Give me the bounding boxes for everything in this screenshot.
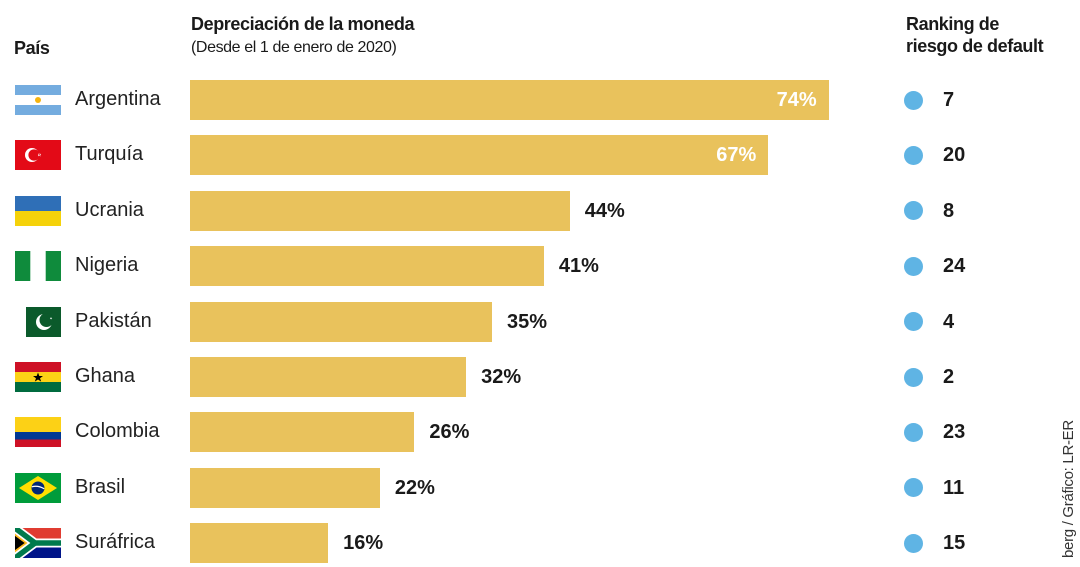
bar (190, 412, 415, 453)
value-label: 32% (481, 366, 522, 388)
country-label: Brasil (75, 475, 126, 498)
ranking-value: 2 (943, 366, 955, 388)
ranking-value: 23 (943, 421, 966, 444)
ranking-value: 15 (943, 532, 966, 555)
ranking-dot (904, 145, 923, 165)
ranking-value: 20 (943, 144, 966, 167)
value-label: 44% (584, 199, 625, 222)
pakistan-flag-icon (15, 306, 61, 337)
bar (190, 246, 544, 287)
ranking-dot (904, 90, 923, 110)
argentina-flag-icon (15, 85, 61, 115)
ranking-dot (904, 312, 923, 332)
ranking-dot (904, 533, 923, 553)
bar (190, 523, 329, 564)
country-label: Turquía (75, 143, 144, 166)
country-label: Ucrania (75, 198, 144, 221)
ranking-dot (904, 422, 923, 442)
brazil-flag-icon (15, 472, 61, 503)
country-label: Argentina (75, 88, 161, 110)
ranking-header-line2: riesgo de default (906, 36, 1044, 56)
ranking-value: 8 (943, 199, 955, 222)
value-label: 41% (558, 255, 599, 278)
value-label: 35% (507, 310, 548, 333)
ranking-dot (904, 367, 923, 387)
turkey-flag-icon (15, 140, 61, 171)
value-label: 16% (343, 532, 384, 555)
bar (190, 467, 380, 508)
value-label: 67% (716, 144, 757, 167)
ranking-header-line1: Ranking de (906, 14, 1000, 34)
country-column-header: País (14, 38, 50, 58)
bar (190, 301, 493, 342)
value-label: 74% (776, 89, 817, 111)
bar (190, 135, 769, 176)
value-label: 22% (394, 476, 435, 499)
value-label: 26% (429, 421, 470, 444)
chart-title: Depreciación de la moneda (191, 14, 415, 34)
ranking-value: 4 (943, 310, 955, 333)
ranking-value: 24 (943, 255, 966, 278)
ranking-value: 11 (943, 476, 965, 499)
ukraine-flag-icon (15, 195, 61, 226)
nigeria-flag-icon (15, 251, 61, 282)
country-label: Nigeria (75, 254, 139, 277)
country-label: Colombia (75, 420, 160, 443)
country-label: Ghana (75, 365, 136, 387)
ranking-dot (904, 201, 923, 221)
bar (190, 80, 829, 120)
ghana-flag-icon (15, 362, 61, 392)
source-credit: berg / Gráfico: LR-ER (1060, 420, 1077, 558)
country-label: Suráfrica (75, 531, 156, 554)
ranking-dot (904, 478, 923, 498)
bar (190, 357, 467, 397)
ranking-column-header: Ranking de riesgo de default (906, 13, 1044, 57)
colombia-flag-icon (15, 417, 61, 448)
south-africa-flag-icon (15, 528, 61, 559)
chart-subtitle: (Desde el 1 de enero de 2020) (191, 39, 397, 56)
country-label: Pakistán (75, 309, 152, 332)
bar (190, 190, 570, 231)
ranking-dot (904, 256, 923, 276)
ranking-value: 7 (943, 89, 955, 111)
